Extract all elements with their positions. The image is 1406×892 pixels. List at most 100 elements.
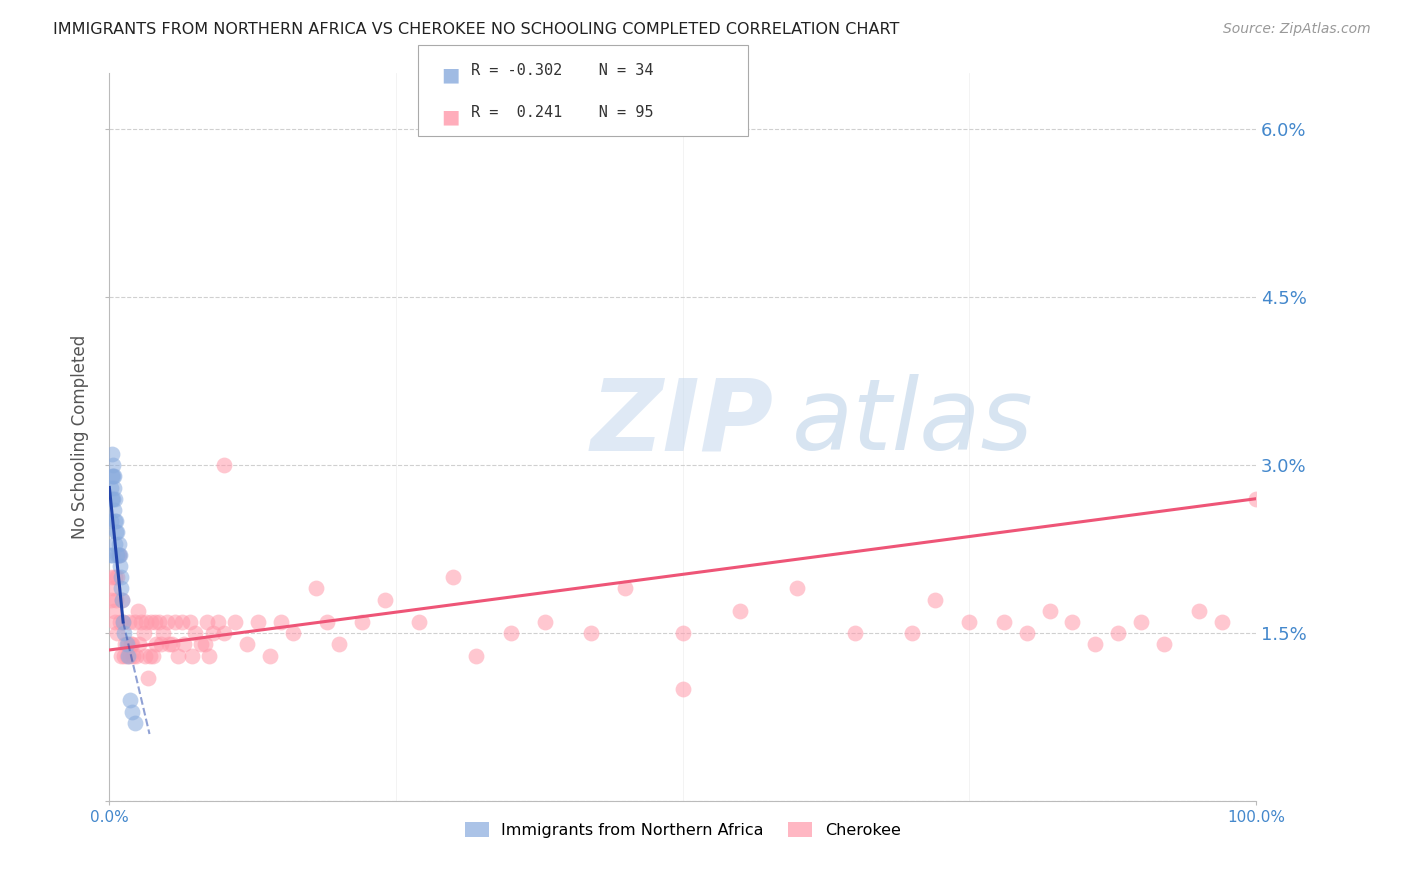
Point	[1130, 615, 1153, 629]
Point	[118, 648, 141, 663]
Text: Source: ZipAtlas.com: Source: ZipAtlas.com	[1223, 22, 1371, 37]
Point	[125, 648, 148, 663]
Point	[614, 582, 637, 596]
Point	[107, 548, 129, 562]
Point	[139, 615, 162, 629]
Text: ■: ■	[441, 107, 460, 126]
Point	[173, 637, 195, 651]
Point	[236, 637, 259, 651]
Point	[103, 503, 125, 517]
Point	[844, 626, 866, 640]
Point	[499, 626, 522, 640]
Point	[1187, 604, 1209, 618]
Point	[901, 626, 924, 640]
Point	[121, 637, 143, 651]
Point	[728, 604, 751, 618]
Point	[103, 481, 125, 495]
Point	[105, 525, 128, 540]
Point	[111, 592, 134, 607]
Point	[579, 626, 602, 640]
Point	[281, 626, 304, 640]
Point	[117, 648, 139, 663]
Point	[104, 536, 127, 550]
Point	[108, 615, 131, 629]
Point	[328, 637, 350, 651]
Point	[112, 626, 135, 640]
Point	[145, 637, 167, 651]
Point	[100, 592, 122, 607]
Point	[122, 648, 145, 663]
Point	[112, 615, 135, 629]
Point	[132, 626, 155, 640]
Point	[162, 637, 184, 651]
Point	[212, 458, 235, 472]
Point	[107, 626, 129, 640]
Point	[105, 514, 128, 528]
Point	[198, 648, 221, 663]
Point	[107, 570, 129, 584]
Point	[1038, 604, 1060, 618]
Point	[115, 648, 138, 663]
Text: ZIP: ZIP	[591, 374, 773, 471]
Point	[350, 615, 373, 629]
Point	[124, 715, 146, 730]
Point	[157, 637, 180, 651]
Point	[1062, 615, 1084, 629]
Point	[1015, 626, 1038, 640]
Point	[152, 626, 174, 640]
Point	[131, 615, 153, 629]
Point	[100, 570, 122, 584]
Point	[103, 469, 125, 483]
Point	[786, 582, 808, 596]
Point	[993, 615, 1015, 629]
Point	[115, 637, 138, 651]
Point	[247, 615, 270, 629]
Point	[121, 705, 143, 719]
Point	[201, 626, 224, 640]
Point	[149, 637, 172, 651]
Point	[672, 682, 695, 697]
Point	[148, 615, 170, 629]
Point	[305, 582, 328, 596]
Point	[224, 615, 246, 629]
Text: ■: ■	[441, 65, 460, 84]
Point	[124, 615, 146, 629]
Point	[534, 615, 557, 629]
Y-axis label: No Schooling Completed: No Schooling Completed	[72, 335, 89, 540]
Point	[108, 558, 131, 573]
Point	[103, 604, 125, 618]
Point	[101, 469, 124, 483]
Point	[316, 615, 339, 629]
Point	[118, 693, 141, 707]
Point	[181, 648, 204, 663]
Point	[110, 582, 132, 596]
Point	[100, 447, 122, 461]
Point	[118, 615, 141, 629]
Point	[1153, 637, 1175, 651]
Point	[128, 637, 150, 651]
Point	[101, 582, 124, 596]
Point	[1084, 637, 1107, 651]
Point	[100, 491, 122, 506]
Point	[163, 615, 186, 629]
Point	[111, 592, 134, 607]
Point	[408, 615, 430, 629]
Point	[207, 615, 229, 629]
Point	[100, 481, 122, 495]
Point	[104, 491, 127, 506]
Point	[143, 615, 166, 629]
Point	[179, 615, 201, 629]
Point	[110, 648, 132, 663]
Point	[107, 548, 129, 562]
Point	[1211, 615, 1233, 629]
Point	[957, 615, 980, 629]
Point	[135, 615, 157, 629]
Legend: Immigrants from Northern Africa, Cherokee: Immigrants from Northern Africa, Cheroke…	[458, 816, 907, 844]
Point	[190, 637, 212, 651]
Text: atlas: atlas	[792, 374, 1033, 471]
Point	[120, 637, 142, 651]
Point	[107, 548, 129, 562]
Point	[101, 491, 124, 506]
Point	[259, 648, 281, 663]
Point	[1244, 491, 1267, 506]
